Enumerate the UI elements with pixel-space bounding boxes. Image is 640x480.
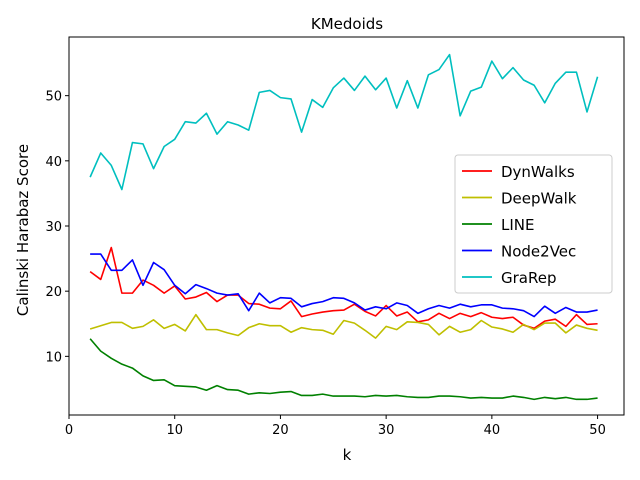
x-tick-label: 30 bbox=[378, 423, 395, 438]
y-tick-label: 10 bbox=[45, 350, 62, 365]
legend-box bbox=[454, 154, 613, 294]
y-tick-label: 30 bbox=[45, 220, 62, 235]
series-line-deepwalk bbox=[89, 313, 598, 339]
x-tick-label: 40 bbox=[484, 423, 501, 438]
legend-label-node2vec: Node2Vec bbox=[501, 243, 576, 261]
legend-label-deepwalk: DeepWalk bbox=[501, 190, 577, 208]
y-tick-label: 40 bbox=[45, 155, 62, 170]
x-tick-label: 50 bbox=[589, 423, 606, 438]
legend-label-dynwalks: DynWalks bbox=[501, 163, 575, 181]
axes: 0 10 20 30 40 50 10 20 30 40 50 bbox=[45, 36, 625, 438]
chart-title: KMedoids bbox=[311, 15, 383, 33]
series-line-node2vec bbox=[90, 253, 598, 318]
plot-area bbox=[89, 53, 599, 401]
legend: DynWalks DeepWalk LINE Node2Vec GraRep bbox=[454, 154, 613, 294]
legend-label-line: LINE bbox=[501, 216, 534, 234]
x-axis-label: k bbox=[343, 446, 352, 464]
series-line-grarep bbox=[89, 53, 599, 191]
x-tick-label: 20 bbox=[272, 423, 289, 438]
x-tick-label: 10 bbox=[166, 423, 183, 438]
y-tick-label: 20 bbox=[45, 285, 62, 300]
x-tick-label: 0 bbox=[65, 423, 73, 438]
legend-label-grarep: GraRep bbox=[501, 269, 556, 287]
series-line-line bbox=[89, 338, 598, 401]
y-axis-label: Calinski Harabaz Score bbox=[14, 144, 32, 316]
y-tick-label: 50 bbox=[45, 90, 62, 105]
